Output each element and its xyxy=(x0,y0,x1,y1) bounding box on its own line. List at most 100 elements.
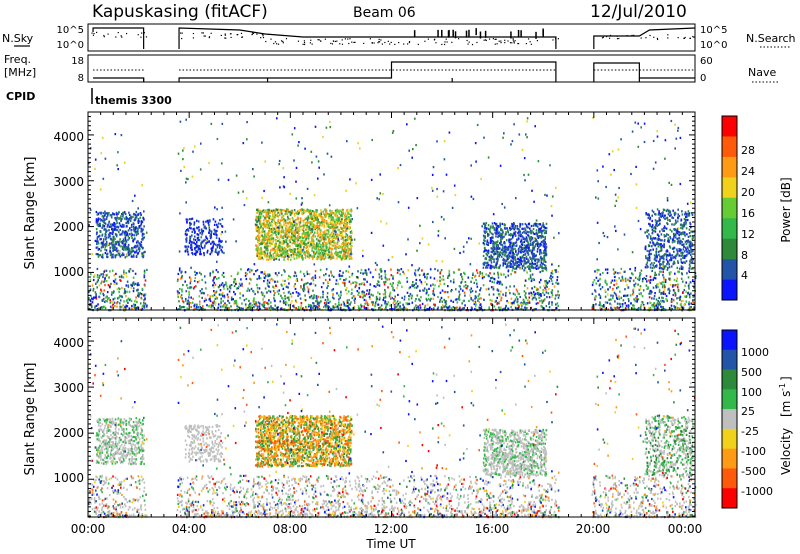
data-pixel xyxy=(270,242,273,245)
data-pixel xyxy=(290,222,292,226)
data-pixel xyxy=(353,299,356,302)
data-pixel xyxy=(218,276,220,280)
data-pixel xyxy=(128,299,131,302)
data-pixel xyxy=(346,242,349,246)
data-pixel xyxy=(299,297,302,300)
data-pixel xyxy=(510,305,512,309)
data-pixel xyxy=(539,293,541,296)
data-pixel xyxy=(423,273,425,276)
data-pixel xyxy=(209,253,211,256)
data-pixel xyxy=(109,249,111,252)
data-pixel xyxy=(514,293,516,296)
data-pixel xyxy=(262,301,265,304)
data-pixel xyxy=(396,284,399,287)
data-pixel xyxy=(235,300,238,303)
data-pixel xyxy=(258,254,260,257)
data-pixel xyxy=(131,246,133,250)
data-pixel xyxy=(219,305,222,308)
data-pixel xyxy=(123,211,126,214)
data-pixel xyxy=(257,238,260,241)
data-pixel xyxy=(332,256,335,260)
data-pixel xyxy=(186,221,188,224)
data-pixel xyxy=(287,243,290,246)
data-pixel xyxy=(201,288,203,291)
data-pixel xyxy=(297,254,300,257)
data-pixel xyxy=(196,250,199,253)
data-pixel xyxy=(614,307,617,310)
data-pixel xyxy=(307,290,310,293)
noise-dot xyxy=(378,38,380,41)
data-pixel xyxy=(530,278,533,281)
data-pixel xyxy=(287,222,290,225)
data-pixel xyxy=(310,211,313,214)
data-pixel xyxy=(121,242,124,245)
data-pixel xyxy=(104,300,106,303)
data-pixel xyxy=(597,279,599,282)
data-pixel xyxy=(272,307,274,310)
data-pixel xyxy=(350,230,353,233)
data-pixel xyxy=(372,303,374,306)
nsearch-label: N.Search xyxy=(746,32,796,45)
data-pixel xyxy=(349,235,351,238)
data-pixel xyxy=(393,304,396,307)
data-pixel xyxy=(97,240,99,243)
data-pixel xyxy=(298,224,301,227)
data-pixel xyxy=(681,267,684,271)
data-pixel xyxy=(296,223,298,226)
data-pixel xyxy=(345,224,348,227)
data-pixel xyxy=(377,280,380,284)
data-pixel xyxy=(417,269,419,272)
data-pixel xyxy=(130,234,133,238)
data-pixel xyxy=(685,281,687,284)
data-pixel xyxy=(681,273,683,276)
data-pixel xyxy=(121,213,123,216)
data-pixel xyxy=(455,288,457,291)
data-pixel xyxy=(358,306,360,310)
data-pixel xyxy=(215,248,217,251)
data-pixel xyxy=(475,290,477,293)
data-pixel xyxy=(233,284,236,288)
data-pixel xyxy=(271,218,274,221)
data-pixel xyxy=(312,225,315,229)
noise-dot xyxy=(555,38,557,40)
data-pixel xyxy=(340,274,342,278)
data-pixel xyxy=(272,249,274,252)
data-pixel xyxy=(119,228,121,231)
data-pixel xyxy=(340,243,343,246)
data-pixel xyxy=(283,218,285,221)
data-pixel xyxy=(131,248,133,251)
data-pixel xyxy=(114,237,116,240)
data-pixel xyxy=(546,281,549,284)
data-pixel xyxy=(263,305,265,308)
noise-dot xyxy=(616,38,619,40)
data-pixel xyxy=(209,304,212,307)
data-pixel xyxy=(284,294,286,298)
data-pixel xyxy=(618,298,621,301)
data-pixel xyxy=(141,253,144,257)
data-pixel xyxy=(321,220,324,223)
data-pixel xyxy=(282,209,284,212)
noise-dot xyxy=(351,41,353,43)
data-pixel xyxy=(143,306,146,309)
data-pixel xyxy=(415,278,418,281)
data-pixel xyxy=(332,236,335,239)
data-pixel xyxy=(186,302,189,305)
data-pixel xyxy=(343,236,346,239)
data-pixel xyxy=(491,280,493,283)
data-pixel xyxy=(105,244,108,247)
data-pixel xyxy=(677,283,679,286)
data-pixel xyxy=(232,298,234,301)
data-pixel xyxy=(369,297,371,300)
data-pixel xyxy=(221,251,224,254)
data-pixel xyxy=(523,290,526,293)
noise-dot xyxy=(378,40,380,43)
data-pixel xyxy=(384,271,386,274)
data-pixel xyxy=(450,290,452,293)
data-pixel xyxy=(106,225,109,228)
data-pixel xyxy=(349,256,352,259)
data-pixel xyxy=(188,276,191,279)
data-pixel xyxy=(219,289,222,292)
data-pixel xyxy=(134,272,137,275)
data-pixel xyxy=(679,307,681,310)
data-pixel xyxy=(142,254,145,257)
